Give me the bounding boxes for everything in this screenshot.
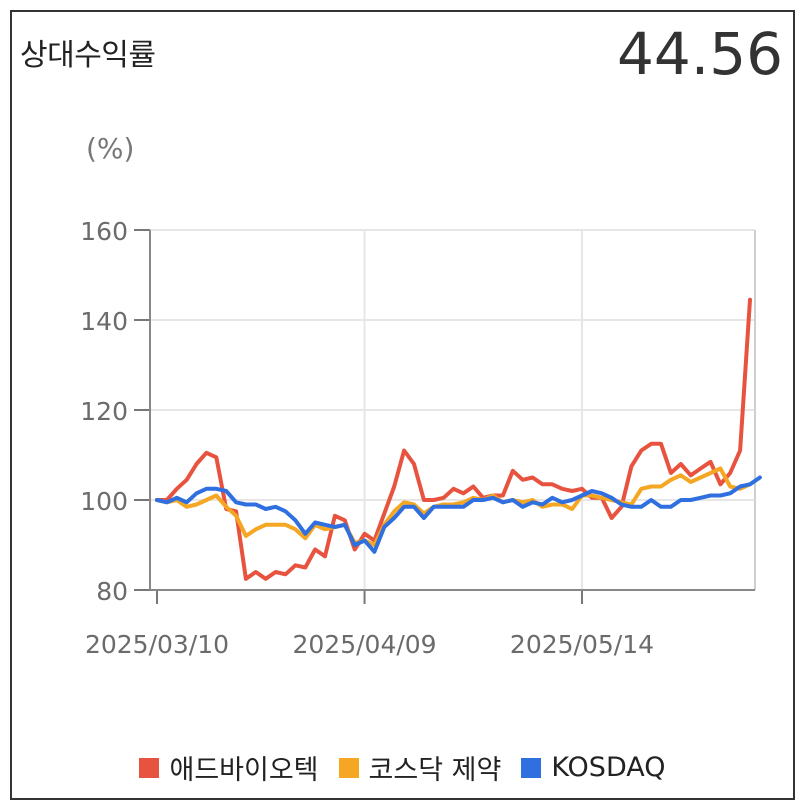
y-tick-label: 120 <box>80 397 128 426</box>
series-line-0 <box>155 297 752 581</box>
series-line-1 <box>155 466 752 547</box>
series-line-2 <box>155 475 762 554</box>
y-tick-label: 80 <box>96 577 128 606</box>
x-tick-label: 2025/04/09 <box>293 630 437 659</box>
y-tick-label: 140 <box>80 307 128 336</box>
legend-label: 코스닥 제약 <box>368 755 502 786</box>
relative-return-card: 상대수익률 44.56 (%) 80 100 120 140 160 2025/03/10… <box>10 10 795 800</box>
legend-label: KOSDAQ <box>551 752 666 783</box>
y-tick-label: 160 <box>80 217 128 246</box>
x-tick-label: 2025/05/14 <box>510 630 654 659</box>
y-axis-unit: (%) <box>86 132 135 165</box>
line-chart: 80 100 120 140 160 2025/03/10 2025/04/09 2025/0… <box>80 217 762 659</box>
x-tick-label: 2025/03/10 <box>85 630 229 659</box>
legend-swatch-adbiotech <box>139 757 160 778</box>
legend-item-kosdaq[interactable]: KOSDAQ <box>521 748 666 787</box>
legend-label: 애드바이오텍 <box>169 755 319 786</box>
legend-item-adbiotech[interactable]: 애드바이오텍 <box>139 748 319 787</box>
chart-title: 상대수익률 <box>20 38 156 73</box>
return-value: 44.56 <box>616 20 783 88</box>
y-tick-label: 100 <box>80 487 128 516</box>
legend-item-kosdaq-pharma[interactable]: 코스닥 제약 <box>338 748 502 787</box>
legend: 애드바이오텍 코스닥 제약 KOSDAQ <box>12 748 793 787</box>
legend-swatch-kosdaq-pharma <box>338 757 359 778</box>
legend-swatch-kosdaq <box>521 757 542 778</box>
